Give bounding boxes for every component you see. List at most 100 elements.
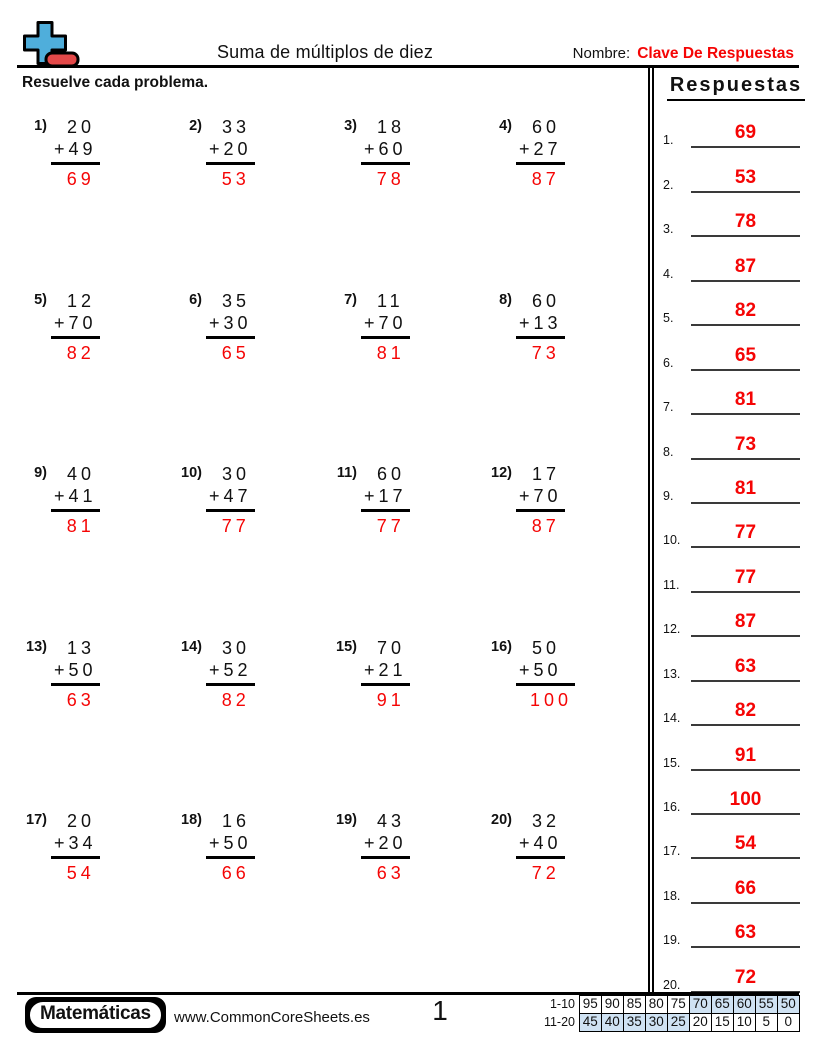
problem-answer: 63 bbox=[376, 863, 405, 883]
problem-bottom-operand: +21 bbox=[364, 659, 407, 680]
problem-answer: 77 bbox=[376, 516, 405, 536]
problem-bottom-operand: +49 bbox=[54, 139, 97, 159]
answer-number: 18. bbox=[663, 888, 681, 903]
problem-work: 12 +70 82 bbox=[51, 290, 100, 364]
answer-number: 14. bbox=[663, 711, 681, 726]
problem-bottom-operand: +70 bbox=[519, 486, 562, 506]
problem-rule bbox=[516, 856, 565, 859]
problem-rule bbox=[206, 162, 255, 165]
problem-number: 4) bbox=[499, 118, 512, 134]
problem-answer: 63 bbox=[66, 689, 95, 710]
problem-rule bbox=[361, 682, 410, 686]
score-cell: 15 bbox=[710, 1012, 734, 1032]
answer-number: 17. bbox=[663, 844, 681, 859]
site-url: www.CommonCoreSheets.es bbox=[174, 1009, 370, 1026]
problem-rule bbox=[516, 682, 576, 686]
problem-answer: 65 bbox=[221, 342, 250, 363]
problem-work: 60 +17 77 bbox=[361, 463, 410, 537]
problem-work: 13 +50 63 bbox=[51, 637, 100, 711]
score-row-label: 1-10 bbox=[549, 997, 575, 1011]
problem-answer: 72 bbox=[531, 863, 560, 883]
problem-bottom-operand: +27 bbox=[519, 139, 562, 159]
problem-bottom-operand: +70 bbox=[364, 312, 407, 333]
problem-rule bbox=[361, 162, 410, 165]
problem-cell: 19) 43 +20 63 bbox=[330, 810, 485, 984]
answer-row: 3. 78 bbox=[656, 193, 816, 238]
problem-bottom-operand: +47 bbox=[209, 486, 252, 506]
problem-cell: 10) 30 +47 77 bbox=[175, 463, 330, 637]
problem-answer: 87 bbox=[531, 516, 560, 536]
answer-number: 4. bbox=[663, 266, 674, 281]
score-cell: 75 bbox=[666, 995, 690, 1014]
answer-value: 63 bbox=[691, 657, 800, 682]
answer-row: 11. 77 bbox=[656, 548, 816, 593]
answer-value: 91 bbox=[691, 746, 800, 771]
problem-bottom-operand: +52 bbox=[209, 659, 252, 680]
answer-value: 78 bbox=[691, 212, 800, 238]
answer-number: 9. bbox=[663, 488, 674, 503]
answer-row: 7. 81 bbox=[656, 371, 816, 416]
problem-answer: 66 bbox=[221, 863, 250, 883]
name-label: Nombre: bbox=[572, 45, 631, 62]
problem-cell: 7) 11 +70 81 bbox=[330, 290, 485, 464]
brand-label: Matemáticas bbox=[28, 1000, 163, 1030]
problem-rule bbox=[516, 162, 565, 165]
answer-value: 65 bbox=[691, 346, 800, 371]
problem-top-operand: 11 bbox=[377, 290, 404, 311]
score-cell: 20 bbox=[688, 1012, 712, 1032]
problem-number: 2) bbox=[189, 118, 202, 134]
problem-bottom-operand: +70 bbox=[54, 312, 97, 333]
problem-answer: 82 bbox=[221, 689, 250, 710]
answers-list: 1. 69 2. 53 3. 78 4. 87 bbox=[656, 104, 816, 993]
footer-divider bbox=[17, 992, 799, 995]
score-cell: 80 bbox=[644, 995, 668, 1014]
problem-number: 12) bbox=[491, 465, 512, 481]
problem-top-operand: 30 bbox=[222, 464, 251, 484]
answer-row: 6. 65 bbox=[656, 326, 816, 371]
problem-top-operand: 60 bbox=[532, 117, 561, 137]
problem-top-operand: 43 bbox=[377, 811, 406, 831]
answer-value: 81 bbox=[691, 390, 800, 416]
answer-value: 77 bbox=[691, 523, 800, 549]
answer-row: 15. 91 bbox=[656, 726, 816, 771]
problem-answer: 78 bbox=[376, 169, 405, 189]
problem-answer: 82 bbox=[66, 342, 95, 363]
answer-number: 11. bbox=[663, 577, 680, 592]
answer-number: 19. bbox=[663, 933, 681, 948]
answer-value: 53 bbox=[691, 168, 800, 193]
plus-minus-logo-icon bbox=[23, 21, 80, 68]
problem-top-operand: 32 bbox=[532, 811, 561, 831]
answer-row: 10. 77 bbox=[656, 504, 816, 549]
answer-value: 72 bbox=[691, 968, 800, 993]
problem-work: 20 +34 54 bbox=[51, 810, 100, 884]
problem-bottom-operand: +20 bbox=[209, 139, 252, 159]
problem-bottom-operand: +34 bbox=[54, 833, 97, 853]
problem-rule bbox=[51, 509, 100, 512]
answer-row: 8. 73 bbox=[656, 415, 816, 460]
problem-cell: 3) 18 +60 78 bbox=[330, 116, 485, 290]
answer-value: 82 bbox=[691, 701, 800, 727]
answer-row: 20. 72 bbox=[656, 948, 816, 993]
problem-number: 6) bbox=[189, 291, 202, 308]
problem-cell: 5) 12 +70 82 bbox=[20, 290, 175, 464]
problem-work: 17 +70 87 bbox=[516, 463, 565, 537]
answer-row: 2. 53 bbox=[656, 148, 816, 193]
score-cell: 70 bbox=[688, 995, 712, 1014]
answer-number: 16. bbox=[663, 800, 681, 814]
problem-work: 32 +40 72 bbox=[516, 810, 565, 884]
problem-work: 16 +50 66 bbox=[206, 810, 255, 884]
answers-panel: Respuestas 1. 69 2. 53 3. 78 bbox=[656, 65, 816, 995]
problem-top-operand: 17 bbox=[532, 464, 561, 484]
answer-value: 82 bbox=[691, 301, 800, 327]
problem-top-operand: 33 bbox=[222, 117, 251, 137]
problem-number: 20) bbox=[491, 812, 512, 828]
problem-top-operand: 50 bbox=[532, 637, 561, 658]
problem-bottom-operand: +17 bbox=[364, 486, 407, 506]
problem-cell: 20) 32 +40 72 bbox=[485, 810, 640, 984]
score-cell: 90 bbox=[600, 995, 624, 1014]
problem-cell: 14) 30 +52 82 bbox=[175, 637, 330, 811]
score-row: 1-10 95 90 85 80 75 70 65 60 bbox=[540, 995, 800, 1014]
score-cell: 95 bbox=[578, 995, 602, 1014]
instruction-text: Resuelve cada problema. bbox=[22, 74, 209, 91]
